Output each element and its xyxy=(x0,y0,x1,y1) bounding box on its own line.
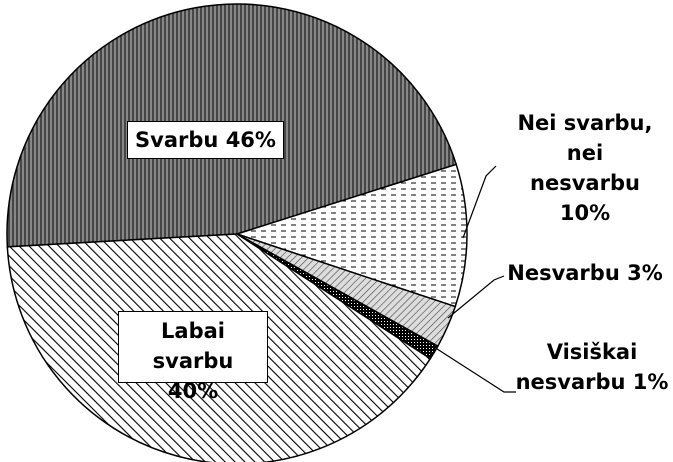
leader-line xyxy=(433,346,516,393)
slice-label: Nesvarbu 3% xyxy=(500,258,670,288)
label-value: 1% xyxy=(632,370,669,394)
slice-label: Visiškai nesvarbu 1% xyxy=(512,337,672,397)
label-name: Labai svarbu xyxy=(152,319,234,373)
label-name: Visiškai nesvarbu xyxy=(515,340,638,394)
leader-lines xyxy=(433,165,516,393)
leader-line xyxy=(462,165,497,239)
label-name: Svarbu xyxy=(135,128,219,152)
label-value: 10% xyxy=(559,201,611,225)
pie-slice xyxy=(234,163,468,308)
slice-label: Svarbu 46% xyxy=(127,121,284,159)
slice-label: Nei svarbu, nei nesvarbu 10% xyxy=(510,108,660,228)
label-value: 46% xyxy=(225,128,276,152)
label-name: Nesvarbu xyxy=(507,261,620,285)
slice-label: Labai svarbu 40% xyxy=(118,311,268,403)
label-name: Nei svarbu, nei nesvarbu xyxy=(517,111,653,195)
leader-line xyxy=(447,275,505,319)
label-value: 40% xyxy=(167,379,219,403)
label-value: 3% xyxy=(627,261,663,285)
slices xyxy=(6,3,468,462)
